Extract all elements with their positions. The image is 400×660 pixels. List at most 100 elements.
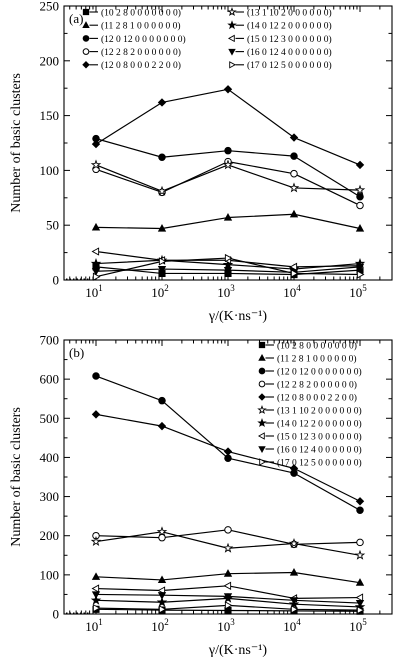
data-point [355,578,365,586]
y-tick-label: 200 [40,528,60,543]
x-tick-exponent: 3 [230,617,235,627]
y-tick-label: 200 [40,53,60,68]
y-tick-label: 250 [40,0,60,14]
x-tick-base: 10 [349,619,362,634]
data-point [224,601,233,610]
legend-item: (11 2 8 1 0 0 0 0 0 0) [258,353,357,364]
data-point [90,594,102,605]
x-tick-label: 101 [85,283,103,300]
data-point [289,133,299,142]
data-point [290,169,298,178]
legend-marker [258,380,266,388]
legend-item: (11 2 8 1 0 0 0 0 0 0) [82,21,181,32]
legend-label: (16 0 12 4 0 0 0 0 0 0) [277,444,362,455]
x-tick-base: 10 [151,285,164,300]
legend-item: (14 0 12 2 0 0 0 0 0 0) [257,418,362,429]
data-point [288,182,300,193]
x-tick-exponent: 2 [164,617,169,627]
data-point [223,581,232,590]
data-point [288,538,300,549]
y-tick-label: 100 [40,163,60,178]
x-tick-label: 105 [349,283,367,300]
x-tick-label: 105 [349,617,367,634]
legend-item: (13 1 10 2 0 0 0 0 0 0) [227,7,332,18]
data-point [91,591,101,599]
data-point [90,159,102,170]
data-point [289,262,298,272]
data-point [224,606,232,615]
data-point [92,603,101,613]
legend-item: (15 0 12 3 0 0 0 0 0 0) [227,34,332,45]
x-tick-label: 103 [217,283,235,300]
x-tick-label: 102 [151,283,169,300]
legend-marker [257,432,265,440]
x-tick-exponent: 5 [362,283,367,293]
x-tick-base: 10 [85,619,98,634]
panel-label: (a) [69,11,83,26]
x-axis-title: γ/(K·ns⁻¹) [208,309,268,324]
legend-marker [227,20,237,30]
data-point [354,184,366,195]
series-9 [91,263,365,277]
data-point [91,584,100,593]
y-tick-label: 400 [40,450,60,465]
legend-label: (13 1 10 2 0 0 0 0 0 0) [247,7,332,18]
data-point [290,269,299,278]
data-point [158,396,166,405]
data-point [222,159,234,170]
y-tick-label: 50 [46,218,59,233]
x-tick-label: 101 [85,617,103,634]
legend-marker [259,458,267,466]
series-9 [91,591,365,608]
legend-label: (12 0 8 0 0 0 2 2 0 0) [101,60,181,71]
data-point [157,575,167,584]
legend-item: (10 2 8 0 0 0 0 0 0 0) [258,340,357,351]
legend-marker [257,418,267,428]
series-3 [92,372,364,515]
x-tick-label: 104 [283,617,301,634]
legend-item: (15 0 12 3 0 0 0 0 0 0) [257,431,362,442]
data-point [355,263,365,272]
legend-label: (11 2 8 1 0 0 0 0 0 0) [101,21,181,32]
data-point [290,605,299,614]
data-point [356,605,365,615]
series-6 [90,159,366,196]
series-10 [92,601,365,615]
y-tick-label: 300 [40,489,60,504]
legend-label: (17 0 12 5 0 0 0 0 0 0) [247,60,332,71]
data-point [157,223,167,232]
legend-item: (16 0 12 4 0 0 0 0 0 0) [228,47,332,58]
legend-item: (14 0 12 2 0 0 0 0 0 0) [227,20,332,32]
data-point [224,526,232,534]
data-point [158,257,167,266]
data-point [223,213,233,221]
data-point [156,596,168,607]
data-point [355,599,365,608]
legend-marker [258,393,266,401]
legend-marker [82,35,90,42]
data-point [91,247,100,256]
data-point [223,447,233,456]
data-point [92,272,101,281]
x-axis-title: γ/(K·ns⁻¹) [208,643,268,658]
legend-marker [82,61,90,69]
x-tick-base: 10 [217,285,230,300]
data-point [156,526,168,537]
x-tick-label: 102 [151,617,169,634]
legend-item: (12 2 8 2 0 0 0 0 0 0) [258,379,357,390]
data-point [91,410,101,419]
legend-item: (12 0 12 0 0 0 0 0 0 0) [258,366,362,377]
x-tick-base: 10 [151,619,164,634]
data-point [91,222,101,231]
x-tick-exponent: 1 [98,617,103,627]
data-point [356,506,364,515]
data-point [156,185,168,196]
legend: (10 2 8 0 0 0 0 0 0 0) (11 2 8 1 0 0 0 0 … [257,340,362,468]
legend-label: (10 2 8 0 0 0 0 0 0 0) [101,7,181,18]
series-2 [91,568,365,586]
data-point [157,265,167,274]
data-point [355,160,365,170]
data-point [289,464,299,473]
data-point [224,253,233,263]
x-tick-exponent: 5 [362,617,367,627]
